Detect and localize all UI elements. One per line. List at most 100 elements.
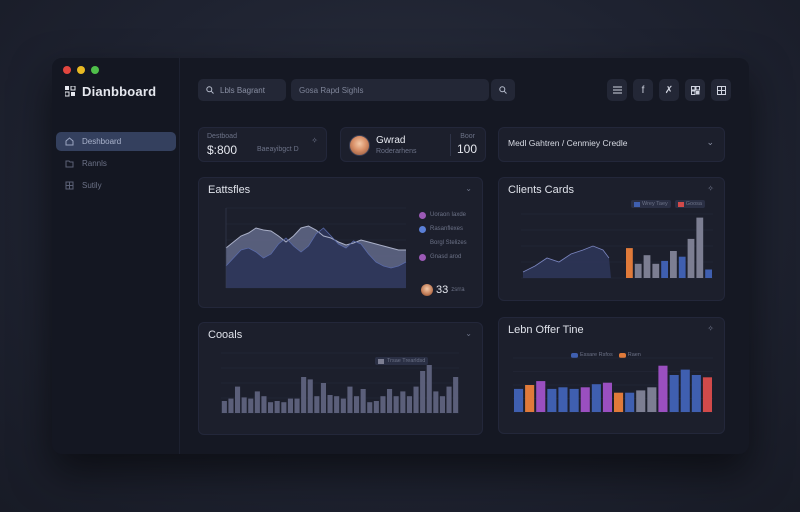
x-button[interactable]: ✗ — [659, 79, 679, 101]
bar — [614, 392, 624, 412]
legend-swatch — [419, 240, 426, 247]
bar — [536, 381, 546, 412]
share-icon — [690, 85, 700, 95]
panel-title: Eattsfles — [208, 184, 251, 196]
bar — [680, 369, 690, 412]
bar — [625, 392, 635, 412]
sidebar: Dianbboard Deshboard Rannls Sutily — [52, 58, 180, 454]
search-button[interactable] — [491, 79, 515, 101]
brand[interactable]: Dianbboard — [65, 84, 156, 99]
filter-input[interactable]: Gosa Rapd Sighls — [291, 79, 489, 101]
bar — [626, 248, 633, 278]
grid-logo-icon — [65, 86, 76, 97]
legend-swatch — [419, 225, 426, 233]
series-area — [226, 228, 406, 288]
search-icon — [499, 86, 507, 94]
bar — [294, 398, 300, 413]
bar — [406, 396, 412, 413]
legend-label: Wrey Taey — [642, 201, 668, 207]
sparkle-icon[interactable]: ✧ — [707, 184, 714, 193]
folder-icon — [65, 160, 74, 168]
sidebar-item-rannls[interactable]: Rannls — [56, 154, 176, 173]
x-icon: ✗ — [664, 84, 674, 96]
legend-item: Uoraon Iaxde — [419, 208, 481, 222]
counts-chart — [221, 352, 459, 414]
close-dot[interactable] — [63, 66, 71, 74]
bar — [221, 401, 227, 413]
bar — [669, 375, 679, 412]
sparkle-icon[interactable]: ✧ — [707, 324, 714, 333]
bar — [696, 217, 704, 278]
badge-value: 33 — [436, 284, 449, 296]
bar — [514, 388, 524, 412]
bar — [602, 382, 612, 412]
bar — [307, 379, 313, 413]
home-icon — [65, 137, 74, 146]
legend-label: Raen — [627, 352, 641, 358]
panel-counts: Cooals ⌄ Trsae Trearldsd — [198, 322, 483, 435]
chevron-down-icon[interactable]: ⌄ — [706, 137, 714, 147]
stat-card-credit[interactable]: Medl Gahtren / Cenmiey Credle ⌄ — [498, 127, 725, 162]
bar — [687, 238, 695, 278]
series-line — [225, 225, 406, 251]
bar — [661, 260, 668, 278]
brand-title: Dianbboard — [82, 84, 157, 99]
legend-item: Rasanflexes — [419, 222, 481, 236]
stat-value: $:800 — [207, 143, 238, 157]
menu-button[interactable] — [607, 79, 627, 101]
search-input[interactable]: Lbls Bagrant — [198, 79, 286, 101]
badge: 33 zsrra — [421, 284, 465, 296]
search-icon — [206, 86, 214, 94]
bar — [702, 377, 712, 412]
bar — [705, 269, 712, 278]
bar — [261, 396, 267, 413]
chevron-down-icon[interactable]: ⌄ — [465, 184, 472, 193]
stat-card-revenue[interactable]: Destboad $:800 Baeayibgct D ✧ — [198, 127, 327, 162]
panel-title: Cooals — [208, 329, 243, 341]
sidebar-item-sutily[interactable]: Sutily — [56, 176, 176, 195]
bar — [393, 396, 399, 413]
bar — [274, 401, 280, 413]
user-sub: Roderarhens — [376, 148, 417, 155]
clients-chart — [521, 213, 713, 279]
user-name: Gwrad — [376, 135, 406, 146]
bar — [347, 386, 353, 413]
mini-line — [522, 245, 610, 273]
chevron-down-icon[interactable]: ⌄ — [465, 329, 472, 338]
panel-title: Lebn Offer Tine — [508, 324, 584, 336]
traffic-lights — [63, 66, 99, 74]
minimize-dot[interactable] — [77, 66, 85, 74]
count-label: Boor — [460, 133, 475, 140]
sidebar-item-label: Deshboard — [82, 137, 122, 146]
bar — [652, 263, 660, 278]
stat-card-user[interactable]: Gwrad Roderarhens Boor 100 — [340, 127, 486, 162]
facebook-button[interactable]: f — [633, 79, 653, 101]
bar — [254, 391, 260, 413]
bar — [387, 389, 393, 413]
bar — [670, 251, 677, 278]
bar — [678, 256, 686, 278]
sidebar-item-dashboard[interactable]: Deshboard — [56, 132, 176, 151]
bar — [636, 390, 646, 412]
area-chart — [225, 207, 407, 289]
bar — [314, 396, 320, 413]
bar — [525, 385, 535, 412]
counts-legend: Trsae Trearldsd — [375, 357, 429, 365]
avatar — [421, 284, 433, 296]
maximize-dot[interactable] — [91, 66, 99, 74]
topbar: Lbls Bagrant Gosa Rapd Sighls f ✗ — [198, 79, 731, 101]
analytics-legend: Uoraon Iaxde Rasanflexes Borgl Stelizes … — [419, 208, 481, 264]
share-button[interactable] — [685, 79, 705, 101]
sidebar-item-label: Sutily — [82, 181, 102, 190]
sidebar-nav: Deshboard Rannls Sutily — [56, 132, 176, 198]
bar — [439, 396, 445, 413]
settings-button[interactable] — [711, 79, 731, 101]
legend-label: Uoraon Iaxde — [430, 212, 467, 218]
panel-analytics: Eattsfles ⌄ Uoraon Iaxde Rasanflexes Bor… — [198, 177, 483, 308]
app-window: Dianbboard Deshboard Rannls Sutily Lbls … — [52, 58, 749, 454]
legend-label: Trsae Trearldsd — [387, 358, 426, 364]
panel-title: Clients Cards — [508, 184, 575, 196]
legend-item: Goosa — [674, 200, 705, 208]
bar — [367, 402, 373, 413]
bar — [658, 365, 668, 412]
